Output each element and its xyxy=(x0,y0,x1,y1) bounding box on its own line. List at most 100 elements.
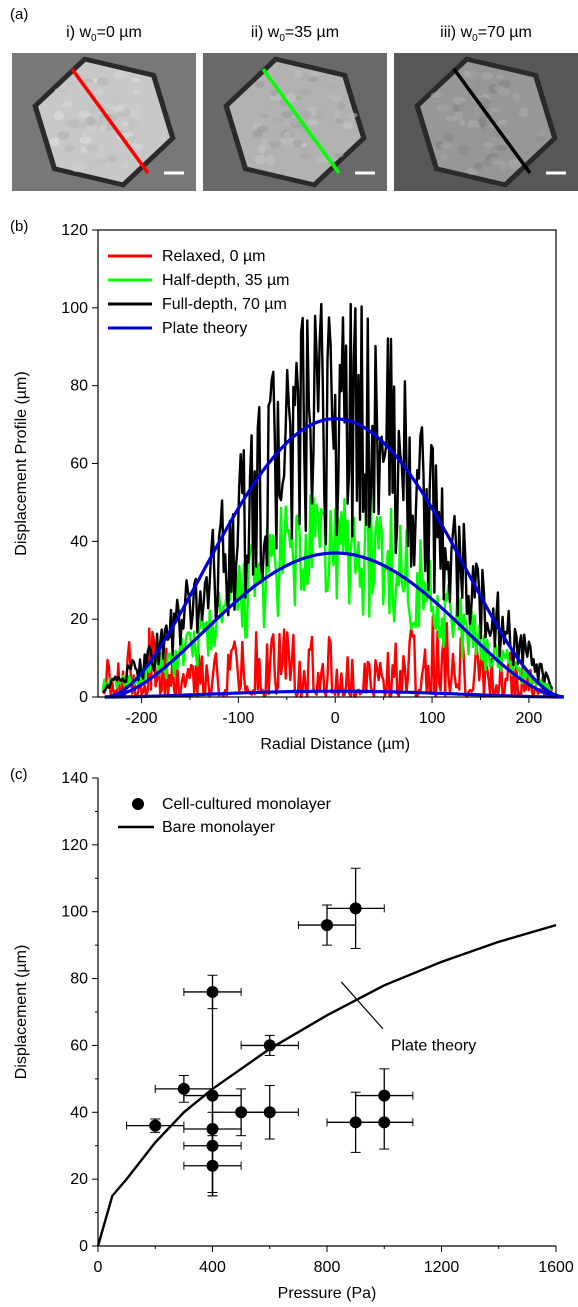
profile-line xyxy=(261,67,341,175)
cell-texture xyxy=(143,124,155,129)
legend-label: Bare monolayer xyxy=(162,819,276,836)
cell-texture xyxy=(325,82,336,91)
y-tick-label: 0 xyxy=(79,689,88,706)
caption-subscript: 0 xyxy=(279,33,285,45)
legend-label: Half-depth, 35 µm xyxy=(162,272,290,289)
y-tick-label: 40 xyxy=(70,533,88,550)
y-tick-label: 140 xyxy=(61,770,88,787)
marker xyxy=(177,1082,190,1095)
cell-texture xyxy=(131,77,140,83)
cell-texture xyxy=(454,110,464,121)
panel-a-label: (a) xyxy=(10,6,29,23)
cell-texture xyxy=(512,93,521,102)
cell-texture xyxy=(258,145,266,154)
marker xyxy=(206,1159,219,1172)
cell-texture xyxy=(316,109,324,120)
x-tick-label: 0 xyxy=(94,1259,103,1276)
cell-texture xyxy=(463,70,471,77)
plate-theory-curve-3 xyxy=(104,689,564,699)
cell-texture xyxy=(467,119,476,130)
cell-texture xyxy=(50,137,60,147)
legend-label: Relaxed, 0 µm xyxy=(162,248,265,265)
bare-monolayer-curve xyxy=(96,923,557,1247)
cell-texture xyxy=(481,72,493,80)
cell-texture xyxy=(97,77,109,87)
cell-texture xyxy=(53,110,64,121)
cell-texture xyxy=(277,119,289,126)
cell-texture xyxy=(508,159,522,169)
profile-line xyxy=(452,67,532,175)
cell-texture xyxy=(479,118,487,128)
cell-texture xyxy=(81,131,88,142)
cell-texture xyxy=(254,81,265,88)
cell-texture xyxy=(86,144,101,152)
cell-texture xyxy=(64,144,74,153)
y-tick-label: 80 xyxy=(70,971,88,988)
cell-texture xyxy=(256,125,269,133)
cell-texture xyxy=(300,142,308,148)
y-axis-label: Displacement (µm) xyxy=(13,945,30,1080)
data-point xyxy=(183,1135,242,1197)
cell-texture xyxy=(271,89,278,97)
x-axis-label: Pressure (Pa) xyxy=(278,1285,377,1302)
cell-texture xyxy=(95,122,107,127)
cell-texture xyxy=(466,168,479,175)
cell-texture xyxy=(472,108,483,115)
cell-texture xyxy=(458,145,470,155)
micrograph-image-0 xyxy=(12,53,196,191)
cell-texture xyxy=(497,119,508,125)
y-tick-label: 100 xyxy=(61,300,88,317)
displacement-vs-pressure-chart: 0 20 40 60 80 100 120 140 0 400 800 1200 1600 Plate t… xyxy=(13,770,574,1302)
cell-texture xyxy=(81,78,95,83)
image-caption-0: i) w0=0 µm xyxy=(12,24,196,44)
cell-texture xyxy=(490,107,501,113)
cell-texture xyxy=(107,154,117,163)
cell-texture xyxy=(534,135,548,142)
cell-texture xyxy=(253,156,267,163)
cell-texture xyxy=(310,71,320,77)
x-tick-label: 200 xyxy=(516,710,543,727)
cell-texture xyxy=(85,132,94,137)
data-point xyxy=(355,1095,414,1150)
cell-texture xyxy=(305,119,319,126)
x-tick-label: 400 xyxy=(199,1259,226,1276)
micrograph-image-1 xyxy=(203,53,387,191)
cell-texture xyxy=(122,161,130,170)
cell-texture xyxy=(298,88,312,96)
caption-subscript: 0 xyxy=(91,33,97,45)
cell-texture xyxy=(484,147,498,154)
cell-texture xyxy=(332,108,341,119)
cell-texture xyxy=(72,121,87,130)
cell-texture xyxy=(308,104,318,111)
cell-texture xyxy=(285,92,297,103)
cell-texture xyxy=(439,153,448,161)
legend: Cell-cultured monolayer Bare monolayer xyxy=(118,796,332,836)
y-axis-label: Displacement Profile (µm) xyxy=(13,371,30,555)
plate-theory-curve-2 xyxy=(104,551,564,699)
cell-texture xyxy=(307,76,320,82)
panel-b-label: (b) xyxy=(10,218,29,235)
cell-texture xyxy=(130,143,143,151)
cell-texture xyxy=(343,122,353,130)
cell-texture xyxy=(263,106,270,112)
caption-subscript: 0 xyxy=(472,33,478,45)
cell-texture xyxy=(444,115,458,122)
cell-texture xyxy=(443,110,455,116)
marker xyxy=(263,1106,276,1119)
cell-texture xyxy=(293,70,304,79)
annotation-label: Plate theory xyxy=(391,1037,476,1054)
series-line-2 xyxy=(101,492,554,693)
cell-texture xyxy=(460,100,468,108)
x-tick-label: -200 xyxy=(126,710,158,727)
series-line-3 xyxy=(101,302,554,694)
legend-label: Full-depth, 70 µm xyxy=(162,296,287,313)
cell-texture xyxy=(283,139,295,150)
cell-texture xyxy=(496,74,505,79)
cell-texture xyxy=(473,162,483,171)
cell-texture xyxy=(444,132,454,142)
marker xyxy=(263,1039,276,1052)
plate-theory-curve-1 xyxy=(104,417,564,699)
cell-texture xyxy=(132,88,141,95)
marker xyxy=(349,902,362,915)
cell-texture xyxy=(493,85,506,92)
